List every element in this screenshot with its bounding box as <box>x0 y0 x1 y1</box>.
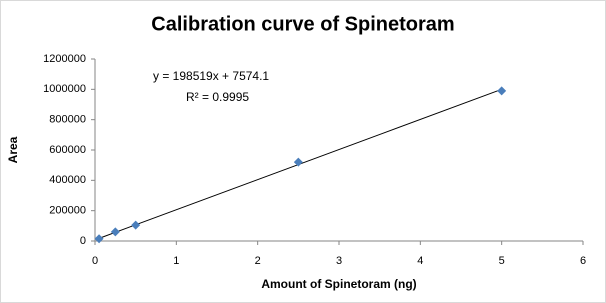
y-tick-label: 800000 <box>49 114 86 126</box>
data-point <box>497 86 507 96</box>
x-tick-label: 0 <box>92 255 98 267</box>
x-tick-label: 1 <box>173 255 179 267</box>
r-squared-label: R² = 0.9995 <box>186 90 249 104</box>
y-tick-label: 200000 <box>49 205 86 217</box>
y-tick-label: 400000 <box>49 174 86 186</box>
x-tick-label: 4 <box>417 255 423 267</box>
chart-title: Calibration curve of Spinetoram <box>151 13 454 35</box>
x-tick-label: 2 <box>255 255 261 267</box>
x-axis-title: Amount of Spinetoram (ng) <box>261 277 416 291</box>
y-tick-label: 1000000 <box>43 83 86 95</box>
data-point <box>94 234 104 244</box>
equation-label: y = 198519x + 7574.1 <box>153 69 269 83</box>
x-tick-label: 6 <box>580 255 586 267</box>
y-tick-label: 600000 <box>49 144 86 156</box>
y-tick-label: 0 <box>80 235 86 247</box>
x-tick-label: 3 <box>336 255 342 267</box>
y-axis-title: Area <box>6 136 20 163</box>
y-tick-label: 1200000 <box>43 53 86 65</box>
data-point <box>110 227 120 237</box>
x-tick-label: 5 <box>499 255 505 267</box>
data-point <box>131 220 141 230</box>
data-point <box>293 157 303 167</box>
